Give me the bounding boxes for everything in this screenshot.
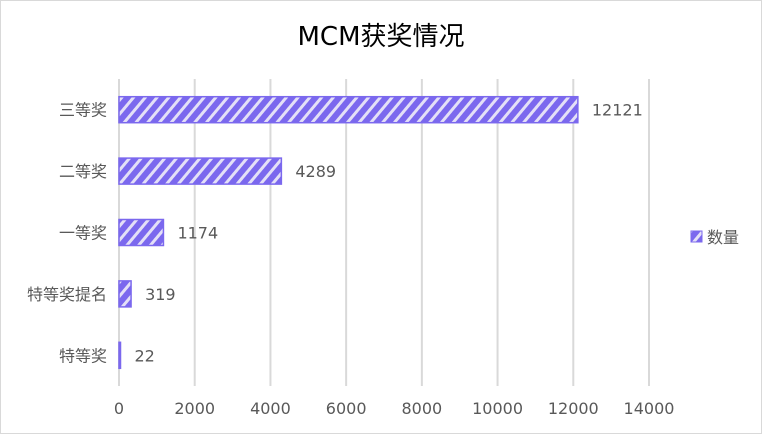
category-label: 特等奖提名 bbox=[27, 285, 107, 304]
legend-label: 数量 bbox=[707, 228, 739, 247]
x-tick-label: 4000 bbox=[250, 399, 291, 418]
x-tick-label: 12000 bbox=[548, 399, 599, 418]
x-tick-label: 2000 bbox=[174, 399, 215, 418]
x-tick-label: 6000 bbox=[326, 399, 367, 418]
chart-title: MCM获奖情况 bbox=[297, 22, 464, 52]
data-label: 22 bbox=[135, 346, 155, 365]
category-label: 二等奖 bbox=[59, 162, 107, 181]
x-tick-label: 10000 bbox=[472, 399, 523, 418]
data-label: 319 bbox=[145, 285, 176, 304]
category-label: 特等奖 bbox=[59, 346, 107, 365]
x-tick-label: 8000 bbox=[401, 399, 442, 418]
x-tick-label: 0 bbox=[114, 399, 124, 418]
category-label: 一等奖 bbox=[59, 224, 107, 243]
legend-swatch bbox=[690, 230, 703, 243]
bar bbox=[118, 95, 579, 124]
data-label: 1174 bbox=[177, 224, 218, 243]
data-label: 4289 bbox=[295, 162, 336, 181]
bar bbox=[118, 157, 283, 185]
data-label: 12121 bbox=[592, 101, 643, 120]
category-label: 三等奖 bbox=[59, 101, 107, 120]
bar bbox=[118, 341, 122, 370]
bar bbox=[118, 218, 165, 247]
bar bbox=[118, 280, 132, 308]
x-tick-label: 14000 bbox=[624, 399, 675, 418]
